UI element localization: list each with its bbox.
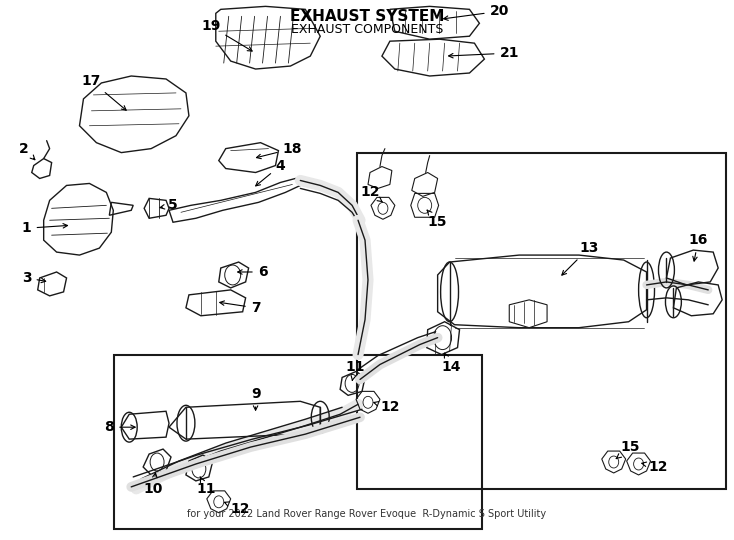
Text: 12: 12 — [642, 460, 668, 474]
Text: 1: 1 — [22, 221, 68, 235]
Text: 12: 12 — [225, 502, 250, 516]
Text: 10: 10 — [143, 473, 163, 496]
Text: 8: 8 — [104, 420, 135, 434]
Text: 19: 19 — [201, 19, 252, 51]
Text: 6: 6 — [238, 265, 267, 279]
Text: 11: 11 — [196, 477, 216, 496]
Text: 5: 5 — [160, 198, 178, 212]
Text: 2: 2 — [19, 141, 34, 160]
Text: 20: 20 — [443, 4, 509, 21]
Text: 7: 7 — [219, 301, 261, 315]
Text: for your 2022 Land Rover Range Rover Evoque  R-Dynamic S Sport Utility: for your 2022 Land Rover Range Rover Evo… — [187, 509, 547, 519]
Text: 9: 9 — [251, 387, 261, 410]
Text: 12: 12 — [360, 185, 382, 202]
Text: 17: 17 — [81, 74, 126, 110]
Text: EXHAUST COMPONENTS: EXHAUST COMPONENTS — [291, 23, 443, 36]
Text: 21: 21 — [448, 46, 519, 60]
Text: 4: 4 — [255, 159, 286, 186]
Text: 18: 18 — [256, 141, 302, 159]
Text: 3: 3 — [22, 271, 46, 285]
Text: 15: 15 — [427, 210, 448, 230]
Text: 16: 16 — [688, 233, 708, 261]
Text: 14: 14 — [442, 353, 461, 375]
Text: 15: 15 — [616, 440, 640, 458]
Text: 11: 11 — [345, 361, 365, 380]
Text: EXHAUST SYSTEM: EXHAUST SYSTEM — [290, 9, 444, 24]
Text: 13: 13 — [562, 241, 598, 275]
Text: 12: 12 — [374, 400, 399, 414]
